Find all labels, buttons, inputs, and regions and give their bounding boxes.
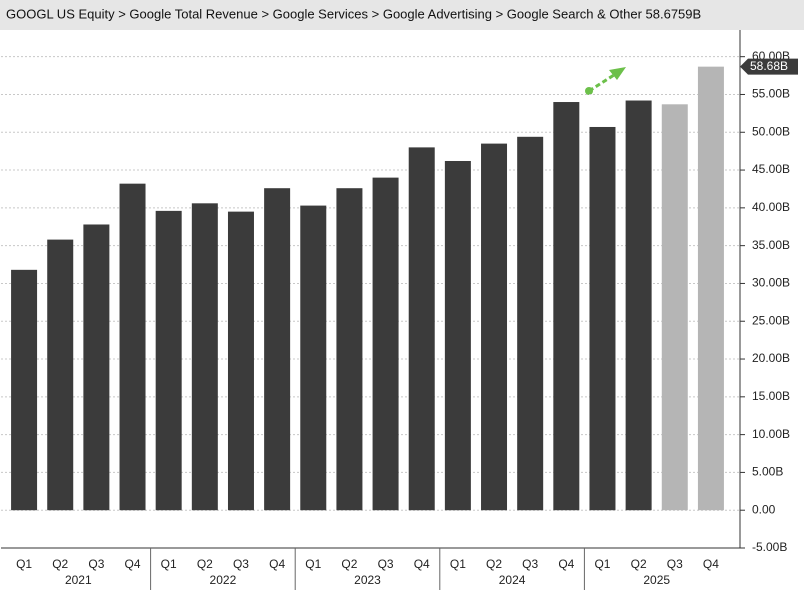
x-tick-label: Q2 xyxy=(197,557,213,571)
y-tick-label: 40.00B xyxy=(752,200,790,214)
bar xyxy=(11,269,38,511)
bar xyxy=(83,224,110,511)
bar xyxy=(264,188,291,511)
bar xyxy=(517,136,544,511)
x-tick-label: Q2 xyxy=(52,557,68,571)
year-label: 2025 xyxy=(643,573,670,587)
bar xyxy=(589,126,616,511)
x-tick-label: Q4 xyxy=(125,557,141,571)
y-tick-label: 15.00B xyxy=(752,389,790,403)
y-tick-label: 50.00B xyxy=(752,124,790,138)
x-tick-label: Q1 xyxy=(594,557,610,571)
trend-arrow xyxy=(585,67,626,95)
y-tick-label: 5.00B xyxy=(752,465,783,479)
x-tick-label: Q4 xyxy=(703,557,719,571)
value-badge-label: 58.68B xyxy=(750,59,788,73)
x-tick-label: Q3 xyxy=(522,557,538,571)
header-bar xyxy=(0,0,804,30)
bar xyxy=(444,160,471,511)
bar xyxy=(661,104,688,511)
x-tick-label: Q4 xyxy=(269,557,285,571)
bar xyxy=(227,211,254,511)
bar xyxy=(697,66,724,511)
x-tick-label: Q2 xyxy=(631,557,647,571)
year-label: 2024 xyxy=(499,573,526,587)
bar xyxy=(625,100,652,511)
x-tick-label: Q3 xyxy=(378,557,394,571)
x-tick-label: Q4 xyxy=(558,557,574,571)
x-tick-label: Q3 xyxy=(233,557,249,571)
x-tick-label: Q3 xyxy=(88,557,104,571)
x-tick-label: Q1 xyxy=(450,557,466,571)
y-tick-label: 25.00B xyxy=(752,313,790,327)
bar xyxy=(336,188,363,511)
bar xyxy=(481,143,508,511)
bar xyxy=(47,239,74,511)
year-label: 2022 xyxy=(210,573,237,587)
bar xyxy=(553,102,580,511)
bar xyxy=(372,177,399,511)
x-tick-label: Q3 xyxy=(667,557,683,571)
y-tick-label: 45.00B xyxy=(752,162,790,176)
y-tick-label: -5.00B xyxy=(752,540,787,554)
bar xyxy=(300,205,327,511)
y-tick-label: 20.00B xyxy=(752,351,790,365)
value-badge xyxy=(740,58,798,75)
y-tick-label: 0.00 xyxy=(752,502,776,516)
y-tick-label: 10.00B xyxy=(752,427,790,441)
x-tick-label: Q1 xyxy=(161,557,177,571)
year-label: 2023 xyxy=(354,573,381,587)
y-tick-label: 35.00B xyxy=(752,238,790,252)
bar xyxy=(191,203,218,511)
x-tick-label: Q2 xyxy=(486,557,502,571)
year-label: 2021 xyxy=(65,573,92,587)
x-tick-label: Q4 xyxy=(414,557,430,571)
x-tick-label: Q1 xyxy=(305,557,321,571)
bar xyxy=(155,210,182,511)
chart-title: GOOGL US Equity > Google Total Revenue >… xyxy=(6,6,701,21)
bar xyxy=(408,147,435,511)
x-tick-label: Q2 xyxy=(341,557,357,571)
bar xyxy=(119,183,146,511)
y-tick-label: 30.00B xyxy=(752,276,790,290)
y-tick-label: 55.00B xyxy=(752,87,790,101)
x-tick-label: Q1 xyxy=(16,557,32,571)
